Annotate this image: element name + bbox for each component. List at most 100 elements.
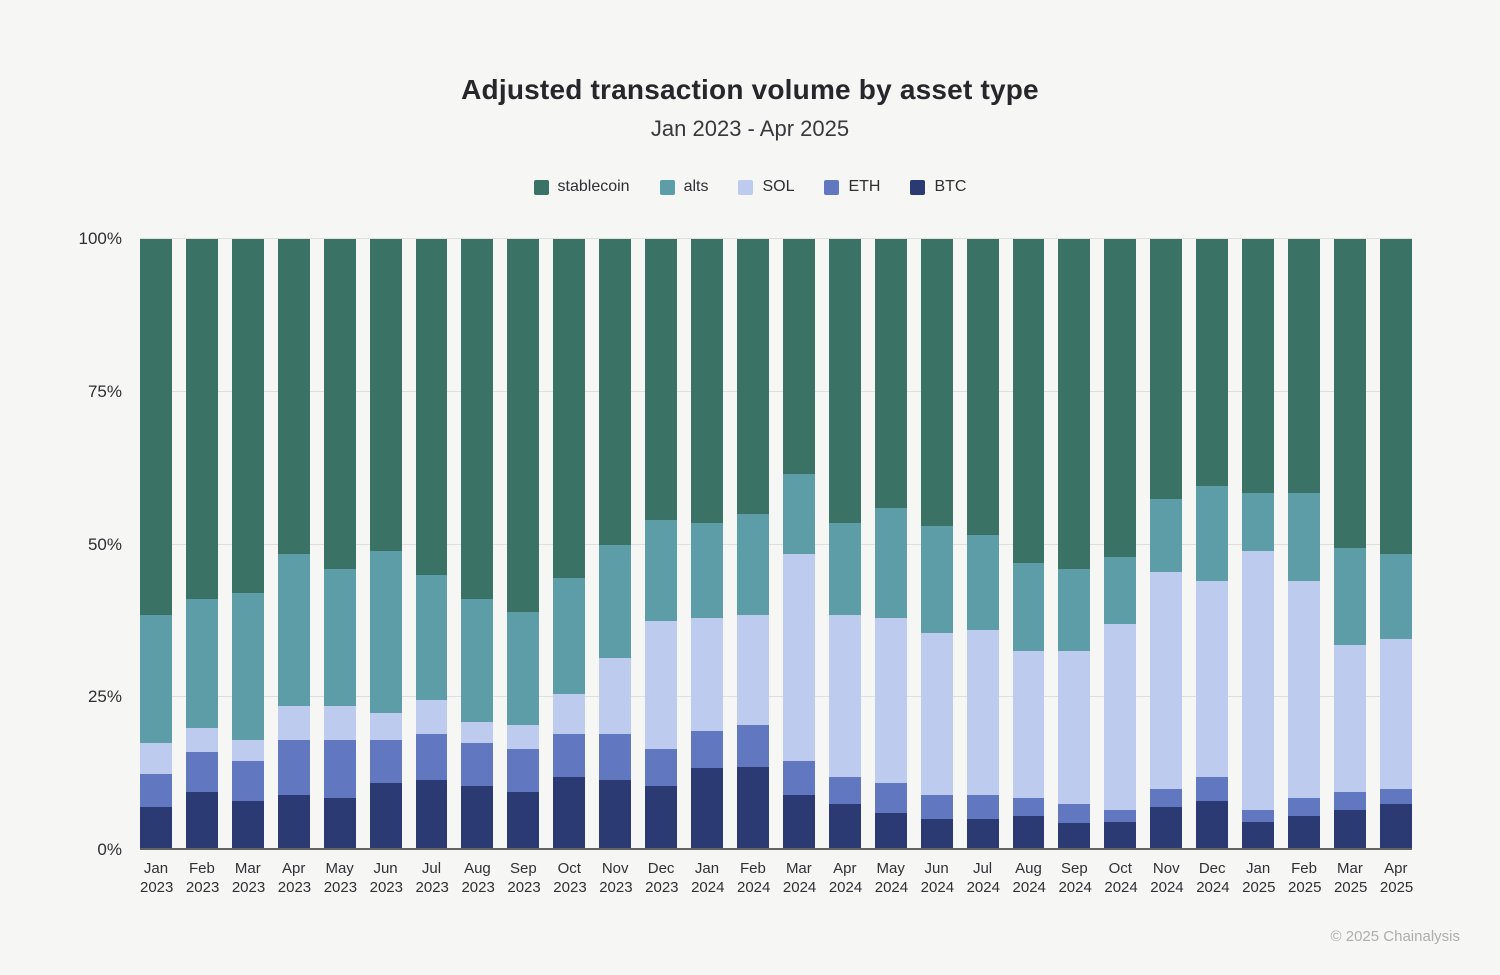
segment-sol[interactable] xyxy=(1058,651,1091,805)
segment-eth[interactable] xyxy=(185,752,218,792)
segment-alts[interactable] xyxy=(1058,568,1091,652)
segment-eth[interactable] xyxy=(369,740,402,783)
segment-sol[interactable] xyxy=(1333,645,1366,792)
segment-eth[interactable] xyxy=(1150,788,1183,808)
segment-eth[interactable] xyxy=(323,740,356,799)
segment-sol[interactable] xyxy=(1288,581,1320,799)
segment-stablecoin[interactable] xyxy=(828,239,861,524)
segment-alts[interactable] xyxy=(920,526,953,634)
segment-eth[interactable] xyxy=(1058,804,1091,823)
segment-stablecoin[interactable] xyxy=(1379,239,1412,554)
segment-eth[interactable] xyxy=(1104,810,1137,823)
segment-alts[interactable] xyxy=(1379,553,1412,640)
segment-eth[interactable] xyxy=(782,761,815,795)
segment-eth[interactable] xyxy=(1012,798,1045,817)
segment-stablecoin[interactable] xyxy=(553,239,586,579)
segment-sol[interactable] xyxy=(369,712,402,740)
segment-alts[interactable] xyxy=(140,614,172,744)
segment-btc[interactable] xyxy=(323,798,356,850)
segment-btc[interactable] xyxy=(1104,822,1137,850)
segment-btc[interactable] xyxy=(277,794,310,850)
segment-sol[interactable] xyxy=(874,617,907,783)
segment-eth[interactable] xyxy=(920,794,953,820)
segment-eth[interactable] xyxy=(599,733,632,780)
segment-btc[interactable] xyxy=(461,785,494,850)
segment-sol[interactable] xyxy=(599,657,632,734)
segment-btc[interactable] xyxy=(782,794,815,850)
segment-alts[interactable] xyxy=(277,553,310,707)
segment-stablecoin[interactable] xyxy=(369,239,402,551)
segment-stablecoin[interactable] xyxy=(231,239,264,594)
segment-alts[interactable] xyxy=(782,474,815,554)
segment-sol[interactable] xyxy=(1242,550,1275,811)
segment-stablecoin[interactable] xyxy=(691,239,723,524)
segment-btc[interactable] xyxy=(1288,816,1320,850)
segment-alts[interactable] xyxy=(231,593,264,740)
segment-eth[interactable] xyxy=(1288,798,1320,817)
segment-stablecoin[interactable] xyxy=(1058,239,1091,569)
segment-btc[interactable] xyxy=(599,779,632,850)
segment-btc[interactable] xyxy=(231,801,264,850)
segment-sol[interactable] xyxy=(1012,651,1045,799)
segment-sol[interactable] xyxy=(140,743,172,774)
segment-sol[interactable] xyxy=(553,694,586,734)
segment-eth[interactable] xyxy=(1333,791,1366,811)
segment-alts[interactable] xyxy=(1242,492,1275,551)
segment-btc[interactable] xyxy=(1333,810,1366,850)
segment-alts[interactable] xyxy=(1012,562,1045,652)
segment-alts[interactable] xyxy=(691,523,723,618)
segment-btc[interactable] xyxy=(369,782,402,850)
segment-btc[interactable] xyxy=(874,813,907,850)
segment-alts[interactable] xyxy=(736,513,769,615)
segment-sol[interactable] xyxy=(828,614,861,777)
legend-item-stablecoin[interactable]: stablecoin xyxy=(533,178,630,196)
segment-eth[interactable] xyxy=(1379,788,1412,805)
segment-eth[interactable] xyxy=(1242,810,1275,823)
segment-btc[interactable] xyxy=(1150,807,1183,850)
segment-sol[interactable] xyxy=(736,614,769,725)
segment-btc[interactable] xyxy=(1242,822,1275,850)
segment-stablecoin[interactable] xyxy=(415,239,448,576)
segment-eth[interactable] xyxy=(645,749,678,786)
segment-eth[interactable] xyxy=(507,749,540,792)
segment-btc[interactable] xyxy=(185,791,218,850)
legend-item-alts[interactable]: alts xyxy=(659,178,708,196)
segment-eth[interactable] xyxy=(1196,776,1229,802)
segment-alts[interactable] xyxy=(1288,492,1320,582)
segment-eth[interactable] xyxy=(140,773,172,808)
segment-stablecoin[interactable] xyxy=(1150,239,1183,499)
segment-alts[interactable] xyxy=(1196,486,1229,582)
legend-item-eth[interactable]: ETH xyxy=(824,178,880,196)
segment-stablecoin[interactable] xyxy=(1288,239,1320,493)
segment-btc[interactable] xyxy=(691,767,723,850)
segment-stablecoin[interactable] xyxy=(323,239,356,569)
segment-btc[interactable] xyxy=(415,779,448,850)
segment-sol[interactable] xyxy=(1104,623,1137,811)
segment-sol[interactable] xyxy=(277,706,310,740)
segment-eth[interactable] xyxy=(828,776,861,805)
segment-stablecoin[interactable] xyxy=(966,239,999,536)
segment-sol[interactable] xyxy=(966,630,999,795)
segment-btc[interactable] xyxy=(1379,804,1412,850)
segment-stablecoin[interactable] xyxy=(185,239,218,600)
segment-eth[interactable] xyxy=(277,740,310,795)
segment-btc[interactable] xyxy=(1196,801,1229,850)
segment-btc[interactable] xyxy=(1012,816,1045,850)
segment-btc[interactable] xyxy=(736,767,769,850)
segment-stablecoin[interactable] xyxy=(461,239,494,600)
segment-stablecoin[interactable] xyxy=(645,239,678,521)
segment-stablecoin[interactable] xyxy=(140,239,172,615)
segment-eth[interactable] xyxy=(461,743,494,786)
segment-stablecoin[interactable] xyxy=(1242,239,1275,493)
segment-alts[interactable] xyxy=(553,578,586,695)
segment-stablecoin[interactable] xyxy=(277,239,310,554)
segment-sol[interactable] xyxy=(920,633,953,795)
segment-stablecoin[interactable] xyxy=(736,239,769,514)
segment-alts[interactable] xyxy=(1333,547,1366,646)
segment-sol[interactable] xyxy=(1196,581,1229,777)
segment-alts[interactable] xyxy=(874,507,907,618)
segment-eth[interactable] xyxy=(691,730,723,768)
legend-item-btc[interactable]: BTC xyxy=(910,178,966,196)
segment-alts[interactable] xyxy=(828,523,861,615)
segment-stablecoin[interactable] xyxy=(1104,239,1137,557)
